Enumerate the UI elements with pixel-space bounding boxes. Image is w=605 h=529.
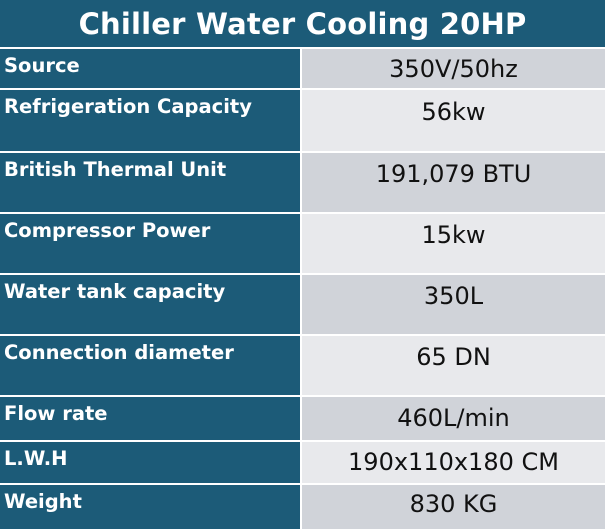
table-row: Flow rate 460L/min [0,397,605,440]
row-label-weight: Weight [4,490,82,513]
table-row: Source 350V/50hz [0,49,605,88]
value-cell: 191,079 BTU [302,153,605,212]
row-label-flow-rate: Flow rate [4,402,108,425]
value-cell: 350L [302,275,605,334]
row-label-source: Source [4,54,80,77]
table-row: British Thermal Unit 191,079 BTU [0,153,605,212]
table-row: L.W.H 190x110x180 CM [0,442,605,483]
value-cell: 56kw [302,90,605,151]
row-label-refrigeration-capacity: Refrigeration Capacity [4,95,252,118]
row-value-connection-diameter: 65 DN [416,343,491,371]
value-cell: 190x110x180 CM [302,442,605,483]
value-cell: 460L/min [302,397,605,440]
row-value-british-thermal-unit: 191,079 BTU [375,160,532,188]
row-label-connection-diameter: Connection diameter [4,341,234,364]
row-value-flow-rate: 460L/min [397,404,510,432]
label-cell: Water tank capacity [0,275,300,334]
label-cell: Weight [0,485,300,529]
row-value-lwh: 190x110x180 CM [348,448,559,476]
value-cell: 350V/50hz [302,49,605,88]
row-label-british-thermal-unit: British Thermal Unit [4,158,227,181]
table-row: Connection diameter 65 DN [0,336,605,395]
title-bar: Chiller Water Cooling 20HP [0,0,605,47]
table-row: Refrigeration Capacity 56kw [0,90,605,151]
row-value-compressor-power: 15kw [421,221,486,249]
table-row: Weight 830 KG [0,485,605,529]
value-cell: 65 DN [302,336,605,395]
row-value-refrigeration-capacity: 56kw [421,98,486,126]
value-cell: 15kw [302,214,605,273]
label-cell: British Thermal Unit [0,153,300,212]
label-cell: L.W.H [0,442,300,483]
row-value-weight: 830 KG [409,490,498,518]
row-label-compressor-power: Compressor Power [4,219,211,242]
label-cell: Connection diameter [0,336,300,395]
label-cell: Flow rate [0,397,300,440]
label-cell: Compressor Power [0,214,300,273]
table-row: Water tank capacity 350L [0,275,605,334]
label-cell: Source [0,49,300,88]
table-title: Chiller Water Cooling 20HP [78,6,527,41]
row-label-water-tank-capacity: Water tank capacity [4,280,226,303]
row-label-lwh: L.W.H [4,447,68,470]
table-row: Compressor Power 15kw [0,214,605,273]
label-cell: Refrigeration Capacity [0,90,300,151]
row-value-source: 350V/50hz [389,55,518,83]
row-value-water-tank-capacity: 350L [423,282,484,310]
value-cell: 830 KG [302,485,605,529]
